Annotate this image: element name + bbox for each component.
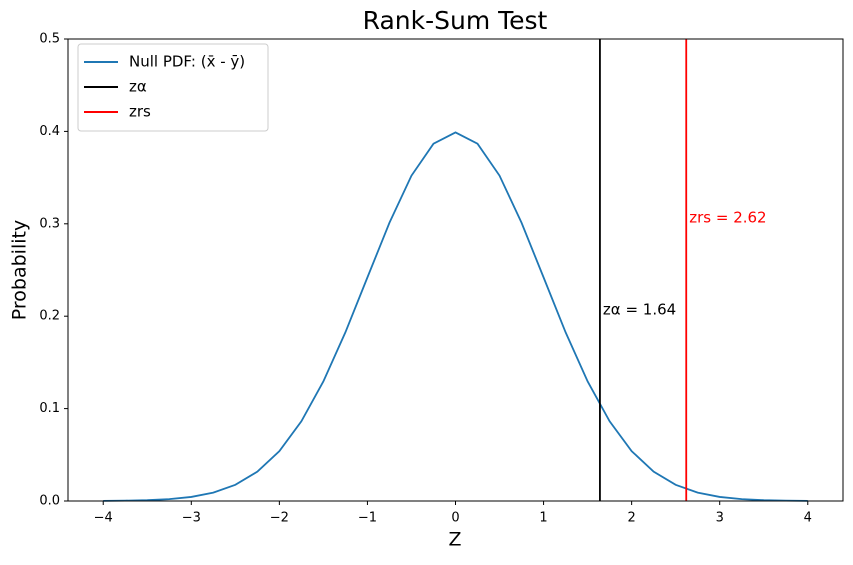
pdf-line [103,131,808,502]
x-tick-label: −1 [358,511,377,526]
y-tick-label: 0.2 [39,309,60,324]
legend: Null PDF: (x̄ - ȳ) zα zrs [77,43,269,132]
y-tick-label: 0.1 [39,401,60,416]
legend-label: zα [129,78,147,96]
chart-title: Rank-Sum Test [363,6,548,35]
annotation: zrs = 2.62 [689,209,766,227]
plot-frame [67,38,844,502]
y-tick-label: 0.3 [39,216,60,231]
x-tick-label: −2 [270,511,289,526]
y-axis-label: Probability [9,220,31,320]
x-tick-label: 1 [539,511,547,526]
legend-label: zrs [129,103,151,121]
x-tick-label: 3 [716,511,724,526]
x-axis-label: Z [448,529,461,551]
legend-box [77,43,269,132]
legend-label: Null PDF: (x̄ - ȳ) [129,53,245,71]
y-tick-label: 0.0 [39,494,60,509]
y-tick-label: 0.4 [39,124,60,139]
x-tick-label: 4 [804,511,812,526]
x-tick-label: 0 [451,511,459,526]
annotation: zα = 1.64 [603,301,676,319]
x-tick-label: 2 [627,511,635,526]
y-tick-label: 0.5 [39,32,60,47]
x-tick-label: −3 [182,511,201,526]
x-tick-label: −4 [94,511,113,526]
